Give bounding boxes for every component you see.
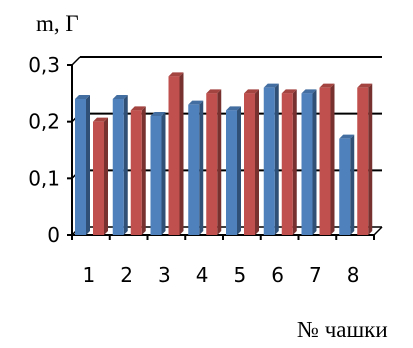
bar-top [263,83,279,88]
bar [188,104,200,236]
bar [263,87,275,236]
bar [339,138,351,235]
bar-top [357,83,373,88]
bar-side [350,134,355,235]
bar-side [179,72,184,235]
x-tick-label: 6 [271,263,284,287]
floor-right-edge [373,226,383,236]
bar-top [319,83,335,88]
bar-side [199,100,204,236]
bar-top [281,89,297,94]
bar-top [93,117,108,122]
x-tick-label: 4 [196,263,209,287]
x-tick-label: 1 [83,263,96,287]
y-tick-labels: 0 0,1 0,2 0,3 [28,53,60,247]
bar-side [123,95,128,235]
bar-side [312,89,317,235]
bar-top [75,95,90,99]
x-tick-label: 3 [158,263,171,287]
bar [130,110,142,235]
y-tick-label: 0,1 [28,166,60,190]
bar-top [150,112,166,116]
bar-side [274,83,279,236]
bar-top [244,89,259,94]
bar [226,110,237,235]
bar-side [292,89,297,235]
bar [357,87,369,236]
bar [319,87,331,236]
bar-side [104,117,108,235]
bar [75,99,86,235]
bar [150,116,162,235]
bar-side [255,89,259,235]
x-tick-label: 2 [120,263,133,287]
bar-side [368,83,373,236]
y-axis-title: m, Г [36,11,79,36]
x-tick-label: 7 [309,263,322,287]
x-tick-label: 8 [347,263,360,287]
bar-top [339,134,355,139]
y-tick-label: 0 [47,223,60,247]
bar [112,99,124,235]
bar-side [86,95,90,235]
bar-side [330,83,335,236]
bar-side [237,106,241,235]
bar [281,93,293,235]
bar-top [188,100,204,105]
bar-top [301,89,317,94]
bar-top [206,89,222,94]
bar-top [112,95,128,99]
bar-top [226,106,241,111]
y-tick-label: 0,2 [28,110,60,134]
bar-side [141,106,146,235]
bar-top [130,106,146,111]
bar-top [168,72,184,77]
bars [75,72,373,236]
y-tick-label: 0,3 [28,53,60,77]
side-gridline [71,56,81,66]
x-axis-title: № чашки [297,317,388,342]
bar-side [217,89,222,235]
bar [206,93,218,235]
bar [168,76,180,235]
bar [244,93,255,235]
x-tick-label: 5 [234,263,247,287]
bar [93,121,104,235]
bar [301,93,313,235]
bar-side [161,112,166,235]
